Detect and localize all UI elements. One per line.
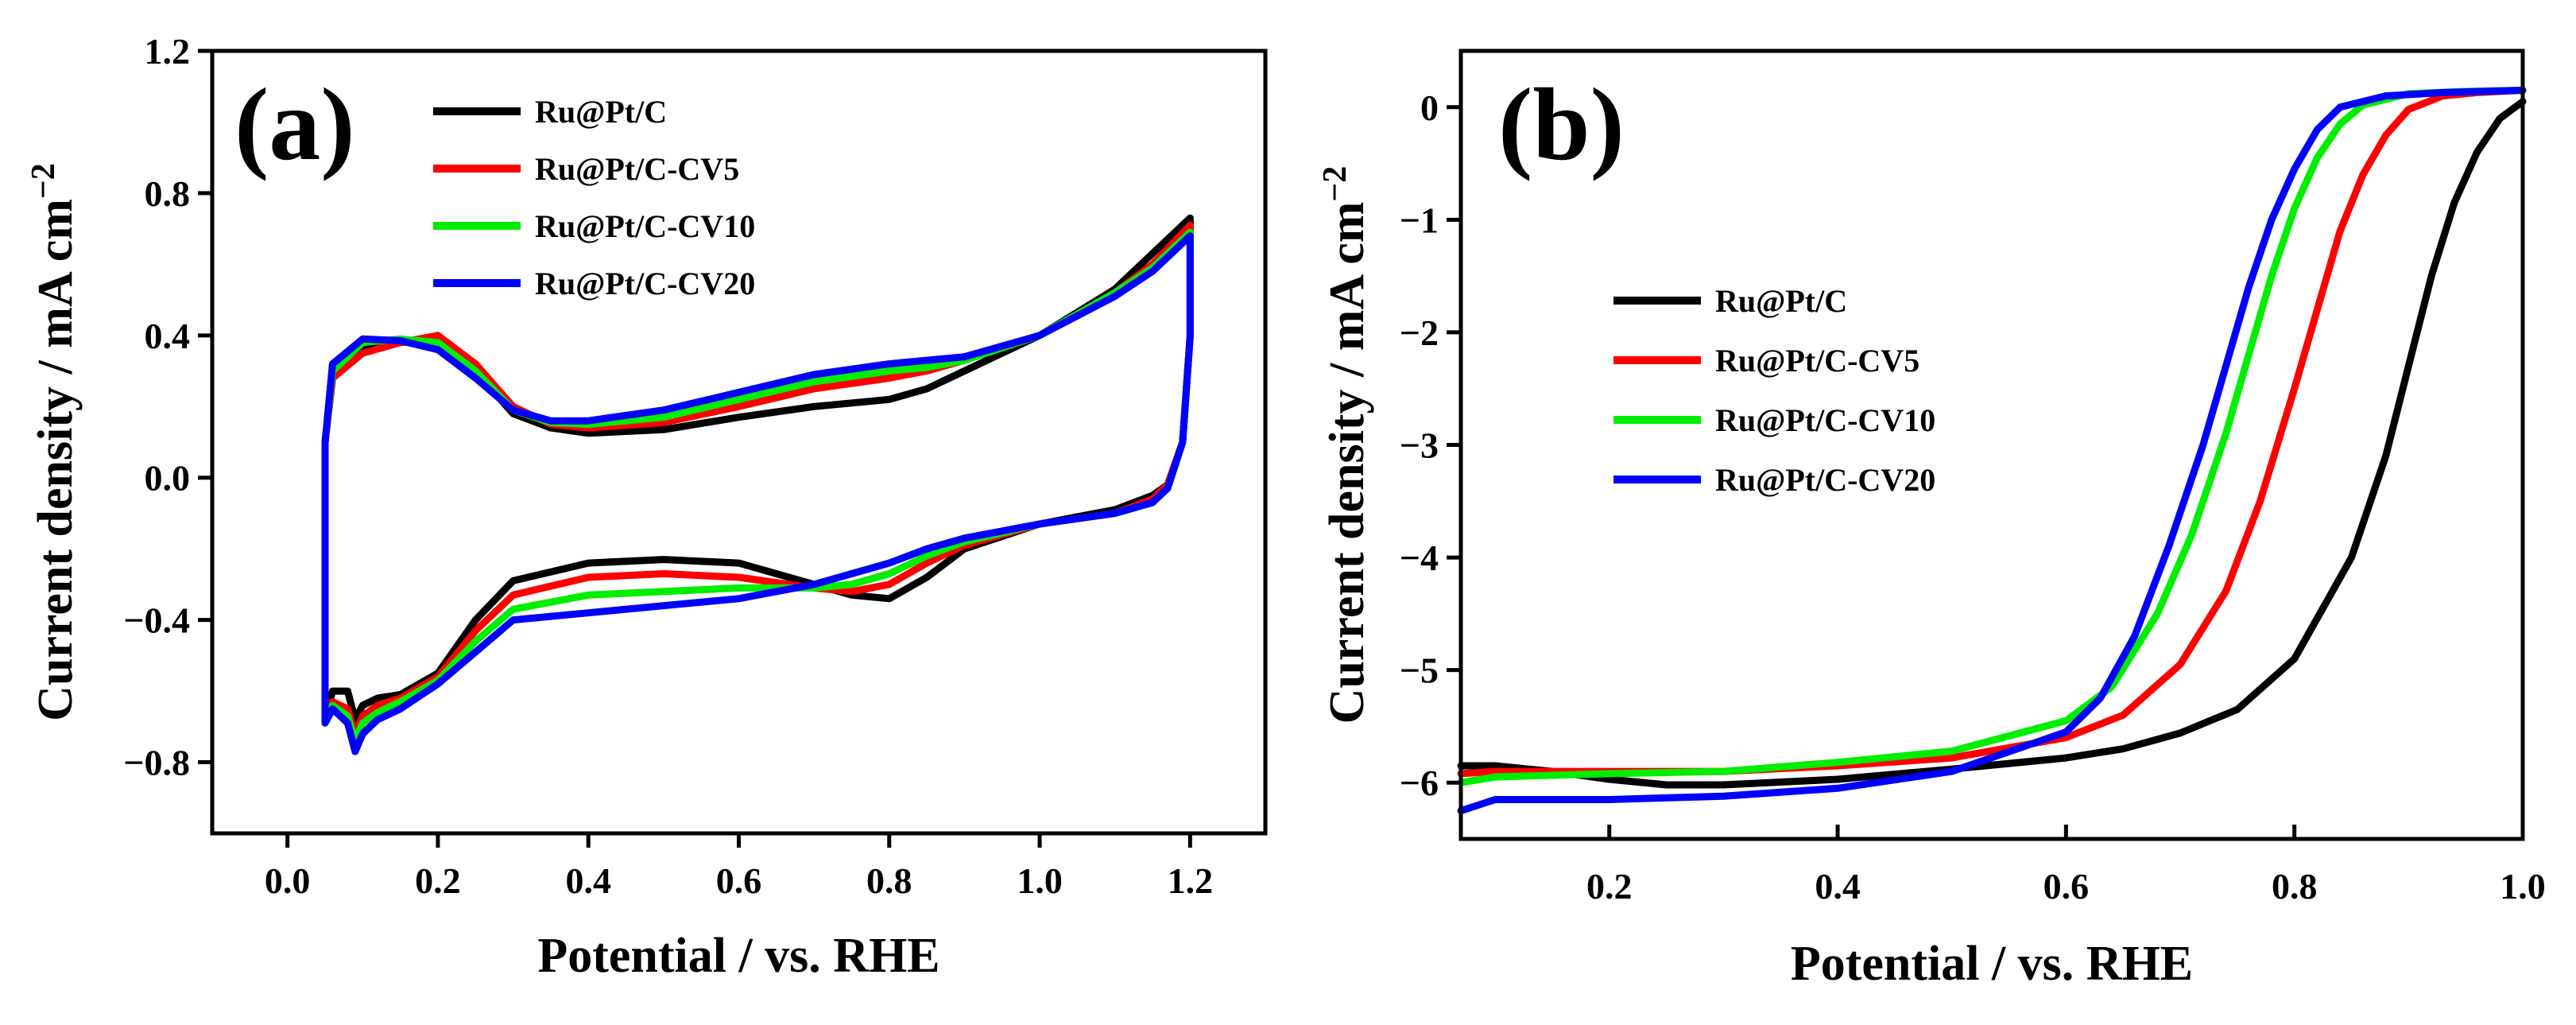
series-line-3 — [1457, 87, 2527, 815]
legend-label-1: Ru@Pt/C-CV5 — [535, 151, 739, 187]
x-tick-label: 0.0 — [265, 860, 311, 901]
legend-label-1: Ru@Pt/C-CV5 — [1715, 343, 1919, 379]
y-tick-label: −3 — [1400, 425, 1439, 466]
legend-label-2: Ru@Pt/C-CV10 — [535, 208, 755, 244]
y-tick-label: −0.4 — [123, 600, 190, 641]
series-line-2 — [1457, 87, 2527, 786]
y-tick-label: 0.0 — [145, 458, 191, 499]
legend-label-2: Ru@Pt/C-CV10 — [1715, 402, 1935, 438]
y-tick-label: 0.4 — [145, 316, 191, 356]
x-tick-label: 0.6 — [716, 860, 762, 901]
y-axis-title-exponent: −2 — [1317, 166, 1354, 202]
x-tick-label: 0.2 — [415, 860, 461, 901]
y-tick-label: −6 — [1400, 763, 1439, 803]
y-axis-title: Current density / mA cm−2 — [25, 163, 83, 721]
x-tick-label: 0.8 — [866, 860, 912, 901]
x-tick-label: 1.2 — [1168, 860, 1214, 901]
y-axis-title-exponent: −2 — [25, 163, 62, 199]
y-tick-label: −4 — [1400, 538, 1439, 578]
chart-panel-b: 0.2 0.4 0.6 0.8 1.0 −6 −5 −4 −3 −2 −1 0 Potential / … — [1317, 49, 2546, 991]
x-tick-label: 0.4 — [1815, 866, 1861, 907]
x-tick-label: 0.2 — [1586, 866, 1633, 907]
chart-panel-a: 0.0 0.2 0.4 0.6 0.8 1.0 1.2 −0.8 −0.4 0.0 0.4 0.8 1.… — [25, 31, 1268, 983]
y-axis-title-main: Current density / mA cm — [29, 199, 83, 721]
series-line-0 — [1457, 98, 2527, 789]
series-line-3 — [321, 232, 1194, 755]
y-tick-label: −1 — [1400, 200, 1439, 240]
panel-label: (b) — [1498, 68, 1625, 182]
y-axis-title-main: Current density / mA cm — [1320, 202, 1374, 724]
legend-label-0: Ru@Pt/C — [1715, 283, 1847, 319]
y-axis-title: Current density / mA cm−2 — [1317, 166, 1374, 724]
x-tick-label: 0.6 — [2043, 866, 2090, 907]
y-tick-label: 0.8 — [145, 173, 191, 214]
y-tick-label: −5 — [1400, 650, 1439, 691]
y-tick-label: −2 — [1400, 313, 1439, 353]
legend-label-3: Ru@Pt/C-CV20 — [1715, 462, 1935, 498]
y-tick-label: 0 — [1420, 87, 1439, 128]
x-axis-title: Potential / vs. RHE — [1791, 937, 2193, 991]
legend-label-3: Ru@Pt/C-CV20 — [535, 266, 755, 301]
legend-label-0: Ru@Pt/C — [535, 94, 667, 130]
x-tick-label: 1.0 — [1017, 860, 1063, 901]
x-tick-label: 0.4 — [565, 860, 611, 901]
x-axis-title: Potential / vs. RHE — [537, 929, 939, 983]
y-tick-label: −0.8 — [123, 743, 190, 783]
x-tick-label: 1.0 — [2500, 866, 2546, 907]
y-tick-label: 1.2 — [145, 31, 191, 72]
panel-label: (a) — [234, 68, 355, 182]
x-tick-label: 0.8 — [2272, 866, 2318, 907]
